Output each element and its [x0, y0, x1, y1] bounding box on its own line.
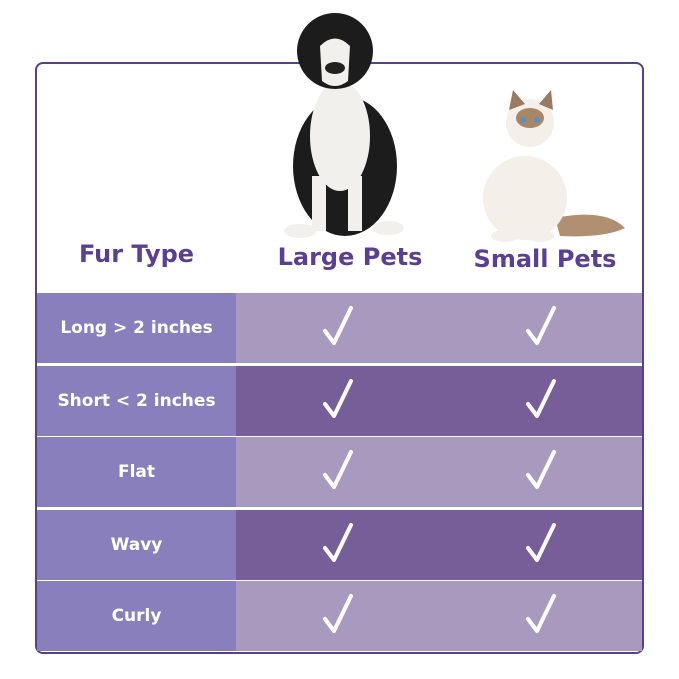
fur-type-label: Long > 2 inches	[37, 293, 236, 363]
fur-type-label: Short < 2 inches	[37, 366, 236, 436]
large-pets-cell	[236, 366, 439, 436]
checkmark-icon	[322, 522, 354, 568]
small-pets-cell	[439, 510, 642, 580]
checkmark-icon	[525, 378, 557, 424]
header-large-pets: Large Pets	[277, 243, 423, 271]
small-pets-cell	[439, 293, 642, 363]
table-row: Curly	[37, 581, 642, 651]
large-pets-cell	[236, 510, 439, 580]
cat-photo	[483, 90, 625, 242]
checkmark-icon	[322, 378, 354, 424]
fur-type-label: Flat	[37, 437, 236, 507]
large-pets-cell	[236, 581, 439, 651]
table-row: Wavy	[37, 510, 642, 580]
checkmark-icon	[322, 305, 354, 351]
table-row: Long > 2 inches	[37, 293, 642, 363]
large-pets-cell	[236, 437, 439, 507]
header-small-pets: Small Pets	[473, 245, 617, 273]
checkmark-icon	[322, 449, 354, 495]
fur-type-label: Wavy	[37, 510, 236, 580]
small-pets-cell	[439, 366, 642, 436]
small-pets-cell	[439, 437, 642, 507]
large-pets-cell	[236, 293, 439, 363]
table-row: Flat	[37, 437, 642, 507]
dog-photo	[284, 13, 404, 238]
checkmark-icon	[525, 593, 557, 639]
checkmark-icon	[525, 522, 557, 568]
checkmark-icon	[525, 305, 557, 351]
header-fur-type: Fur Type	[78, 240, 195, 268]
fur-type-label: Curly	[37, 581, 236, 651]
checkmark-icon	[525, 449, 557, 495]
table-row: Short < 2 inches	[37, 366, 642, 436]
small-pets-cell	[439, 581, 642, 651]
checkmark-icon	[322, 593, 354, 639]
